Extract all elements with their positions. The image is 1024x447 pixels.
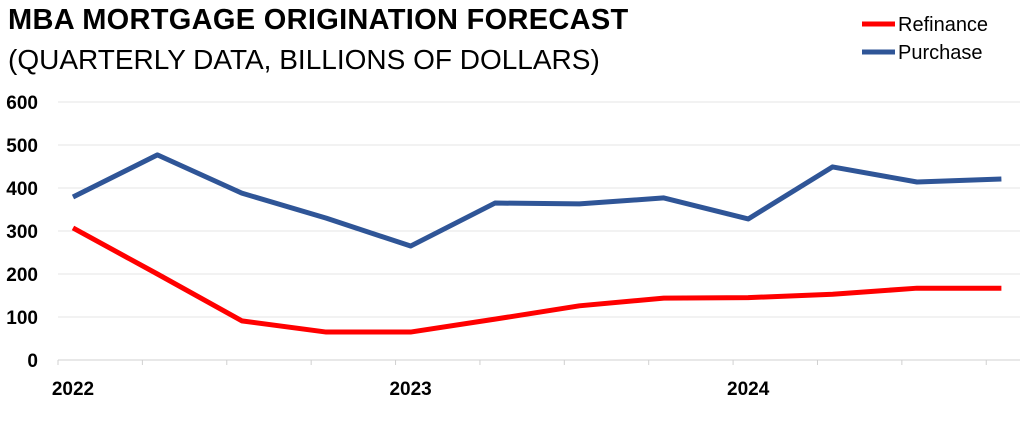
x-tick-label: 2022 bbox=[52, 379, 94, 400]
y-tick-label: 200 bbox=[6, 265, 38, 286]
chart-title: MBA MORTGAGE ORIGINATION FORECAST bbox=[8, 4, 629, 36]
series-line-purchase bbox=[71, 152, 1002, 249]
legend-label: Purchase bbox=[898, 42, 983, 64]
legend-label: Refinance bbox=[898, 14, 988, 36]
y-tick-label: 0 bbox=[27, 351, 38, 372]
x-tick-label: 2024 bbox=[727, 379, 770, 400]
y-tick-label: 400 bbox=[6, 179, 38, 200]
y-tick-label: 300 bbox=[6, 222, 38, 243]
chart-subtitle: (QUARTERLY DATA, BILLIONS OF DOLLARS) bbox=[8, 44, 600, 75]
y-tick-label: 500 bbox=[6, 136, 38, 157]
x-tick-label: 2023 bbox=[389, 379, 431, 400]
y-tick-label: 600 bbox=[6, 93, 38, 114]
y-tick-label: 100 bbox=[6, 308, 38, 329]
series-line-refinance bbox=[71, 225, 1002, 335]
